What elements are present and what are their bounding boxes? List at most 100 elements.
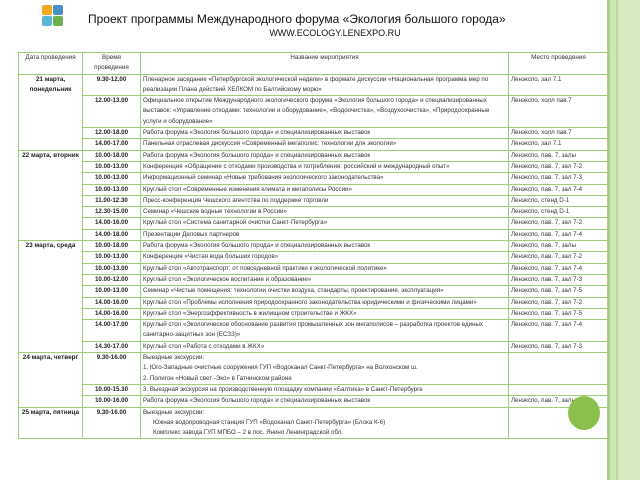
table-row: 10.00-15.30 3. Выездная экскурсия на прои… [19, 383, 609, 397]
table-row: 10.00-13.00 Информационный семинар «Новые… [19, 172, 609, 185]
event-title: Пленарное заседание «Петербургской эколо… [143, 75, 489, 93]
event-title: Круглый стол «Экологическое обоснование … [143, 321, 484, 339]
excursion-item: Южная водопроводная станция ГУП «Водокан… [153, 418, 386, 426]
table-row: 21 марта, понедельник 9.30-12.00 Пленарное… [18, 73, 609, 151]
table-row: 24 марта, четверг 9.30-16.00 Выездные экск… [18, 352, 609, 408]
excursion-item: 2. Полигон «Новый свет -Эко» в Гатчинско… [143, 374, 292, 382]
table-header-row: Дата проведения Время проведения Названи… [18, 52, 609, 75]
event-time: 14.00-16.00 [82, 296, 141, 309]
event-time: 10.00-12.00 [82, 273, 141, 287]
event-title: Конференция «Чистая вода больших городов… [143, 253, 279, 261]
table-row: 12.30-15.00 Семинар «Чешские водные техно… [19, 206, 609, 219]
event-time: 10.00-13.00 [82, 262, 141, 275]
table-row: 14.00-18.00 Презентации Деловых партнеров… [19, 228, 609, 242]
event-title: 3. Выездная экскурсия на производственну… [143, 385, 423, 393]
side-strip [616, 0, 640, 480]
table-row: 25 марта, пятница 9.30-16.00 Выездные экск… [18, 406, 609, 440]
event-time: 9.30-16.00 [82, 352, 141, 385]
event-place: Ленэкспо, пав. 7, зал 7-5 [508, 285, 609, 298]
event-place: Ленэкспо, пав. 7, зал 7-3 [508, 340, 609, 354]
event-time: 12.00-18.00 [82, 127, 141, 140]
event-name: Круглый стол «Энергоэффективность в жили… [140, 307, 509, 321]
event-name: Информационный семинар «Новые требования… [140, 172, 509, 185]
event-name: Пленарное заседание «Петербургской эколо… [140, 73, 509, 97]
table-row: 12.00-13.00 Официальное открытие Междунар… [19, 95, 609, 129]
event-time: 14.00-16.00 [82, 307, 141, 321]
event-title: Выездные экскурсии: [143, 408, 205, 416]
event-name: Круглый стол «Система санитарной очистки… [140, 217, 509, 230]
event-title: Круглый стол «Современные изменения клим… [143, 185, 352, 193]
event-title: Презентации Деловых партнеров [143, 230, 240, 238]
table-row: 10.00-13.00 Конференция «Чистая вода боль… [19, 251, 609, 264]
event-place: Ленэкспо, пав. 7, зал 7-4 [508, 183, 609, 196]
event-place: Ленэкспо, пав. 7, зал 7-3 [508, 273, 609, 287]
event-name: Круглый стол «Экологическое обоснование … [140, 319, 509, 342]
event-place: Ленэкспо, стенд D-1 [508, 206, 609, 219]
event-title: Пресс-конференция Чешского агентства по … [143, 196, 329, 204]
table-row: 14.00-16.00 Круглый стол «Проблемы исполн… [19, 296, 609, 309]
event-date: 22 марта, вторник [18, 149, 83, 242]
event-title: Конференция «Обращение с отходами произв… [143, 162, 450, 170]
event-name: Круглый стол «Проблемы исполнения природ… [140, 296, 509, 309]
event-time: 12.30-15.00 [82, 206, 141, 219]
event-time: 14.30-17.00 [82, 340, 141, 354]
event-title: Круглый стол «Работа с отходами в ЖКХ» [143, 342, 265, 350]
table-row: 11.00-12.30 Пресс-конференция Чешского аг… [19, 194, 609, 208]
event-title: Работа форума «Экология большого города»… [143, 397, 371, 405]
event-time: 10.00-13.00 [82, 285, 141, 298]
page-title: Проект программы Международного форума «… [88, 12, 506, 26]
event-name: Круглый стол «Экологическое воспитание и… [140, 273, 509, 287]
event-place: Ленэкспо, пав. 7, зал 7-2 [508, 217, 609, 230]
event-place: Ленэкспо, пав. 7, зал 7-4 [508, 262, 609, 275]
event-name: Панельная отраслевая дискуссия «Современ… [140, 138, 509, 151]
event-title: Круглый стол «Энергоэффективность в жили… [143, 309, 357, 317]
event-name: 3. Выездная экскурсия на производственну… [140, 383, 509, 397]
table-row: 10.00-13.00 Семинар «Чистые помещения: те… [19, 285, 609, 298]
table-row: 14.00-16.00 Круглый стол «Система санитар… [19, 217, 609, 230]
column-header-place: Место проведения [508, 52, 609, 75]
table-row: 10.00-13.00 Круглый стол «Автотранспорт: … [19, 262, 609, 275]
event-place: Ленэкспо, пав. 7, зал 7-4 [508, 319, 609, 342]
event-place: Ленэкспо, пав. 7, зал 7-2 [508, 160, 609, 174]
event-name: Семинар «Чистые помещения: технологии оч… [140, 285, 509, 298]
event-time: 10.00-13.00 [82, 160, 141, 174]
event-place: Ленэкспо, пав. 7, залы [508, 149, 609, 162]
website-url: WWW.ECOLOGY.LENEXPO.RU [269, 28, 401, 38]
event-time: 10.00-16.00 [82, 395, 141, 408]
event-title: Работа форума «Экология большого города»… [143, 129, 371, 137]
event-date: 24 марта, четверг [18, 352, 83, 408]
event-time: 10.00-15.30 [82, 383, 141, 397]
event-date: 25 марта, пятница [18, 406, 83, 440]
event-place: Ленэкспо, зал 7.1 [508, 138, 609, 151]
excursion-item: Комплекс завода ГУП МПБО – 2 в пос. Янин… [153, 429, 344, 437]
table-row: 12.00-18.00 Работа форума «Экология больш… [19, 127, 609, 140]
event-time: 9.30-12.00 [82, 73, 141, 97]
column-header-name: Название мероприятия [140, 52, 509, 75]
event-place: Ленэкспо, зал 7.1 [508, 73, 609, 97]
event-title: Официальное открытие Международного экол… [143, 97, 490, 125]
event-name: Семинар «Чешские водные технологии в Рос… [140, 206, 509, 219]
event-time: 11.00-12.30 [82, 194, 141, 208]
event-time: 14.00-17.00 [82, 319, 141, 342]
event-title: Работа форума «Экология большого города»… [143, 242, 371, 250]
event-name: Презентации Деловых партнеров [140, 228, 509, 242]
event-title: Круглый стол «Система санитарной очистки… [143, 219, 328, 227]
event-name: Круглый стол «Работа с отходами в ЖКХ» [140, 340, 509, 354]
event-title: Панельная отраслевая дискуссия «Современ… [143, 140, 397, 148]
table-row: 23 марта, среда 10.00-18.00 Работа форума … [18, 240, 609, 354]
event-title: Информационный семинар «Новые требования… [143, 174, 384, 182]
table-row: 14.00-17.00 Круглый стол «Экологическое о… [19, 319, 609, 342]
event-time: 14.00-17.00 [82, 138, 141, 151]
event-time: 14.00-18.00 [82, 228, 141, 242]
event-place: Ленэкспо, пав. 7, зал 7-2 [508, 296, 609, 309]
event-title: Круглый стол «Проблемы исполнения природ… [143, 298, 477, 306]
event-time: 10.00-13.00 [82, 172, 141, 185]
event-time: 10.00-13.00 [82, 183, 141, 196]
event-time: 14.00-16.00 [82, 217, 141, 230]
event-name: Официальное открытие Международного экол… [140, 95, 509, 129]
table-row: 10.00-16.00 Работа форума «Экология больш… [19, 395, 609, 408]
event-name: Выездные экскурсии: Южная водопроводная с… [140, 406, 509, 440]
event-name: Работа форума «Экология большого города»… [140, 149, 509, 162]
forum-logo [42, 5, 63, 26]
event-time: 9.30-16.00 [82, 406, 141, 440]
